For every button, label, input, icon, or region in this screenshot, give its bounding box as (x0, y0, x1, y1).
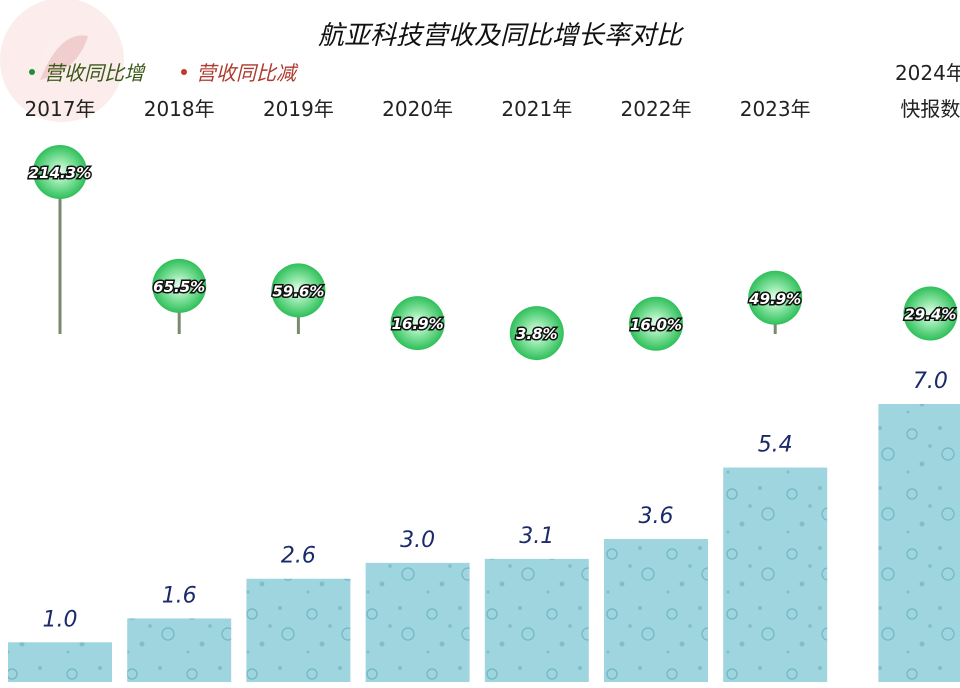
growth-rate-label: 16.0% (630, 316, 682, 334)
growth-rate-label: 3.8% (516, 325, 558, 343)
category-label: 2017年 (25, 97, 96, 121)
revenue-bar (127, 618, 232, 682)
category-label-line1: 2024年 (895, 61, 960, 85)
growth-rate-label: 29.4% (904, 306, 956, 324)
revenue-bar (723, 467, 828, 682)
legend-decrease-dot (181, 69, 187, 75)
revenue-bar (878, 404, 960, 682)
category-label: 2019年 (263, 97, 334, 121)
growth-rate-label: 59.6% (272, 282, 324, 300)
growth-bubble (903, 286, 958, 341)
growth-rate-label: 65.5% (153, 278, 205, 296)
revenue-bar-label: 1.0 (43, 607, 78, 632)
category-label: 快报数 (900, 97, 960, 121)
growth-rate-label: 49.9% (748, 290, 801, 308)
revenue-bar-label: 3.1 (519, 524, 554, 549)
growth-bubble (271, 263, 326, 318)
growth-bubbles: 214.3% 65.5% 59.6% 16.9% 3.8% 16.0% 49.9% 29.4% (27, 145, 958, 361)
category-label: 2018年 (144, 97, 215, 121)
revenue-bar-label: 1.6 (162, 583, 197, 608)
category-labels: 2017年 2018年 2019年 2020年 2021年 2022年 2023年 2024年… (25, 61, 960, 121)
category-label: 2023年 (740, 97, 811, 121)
legend-increase-dot (29, 69, 35, 75)
revenue-bar (246, 578, 351, 682)
revenue-bar (8, 642, 112, 682)
legend-increase-label: 营收同比增 (44, 61, 146, 85)
category-label: 2020年 (382, 97, 453, 121)
revenue-bar-label: 3.6 (639, 504, 674, 529)
growth-bubble (509, 306, 564, 361)
category-label: 2021年 (501, 97, 572, 121)
chart-title: 航亚科技营收及同比增长率对比 (318, 21, 684, 51)
growth-bubble (33, 145, 87, 199)
revenue-bars: 1.0 1.6 2.6 3.0 3.1 3.6 5.4 7.0 (8, 369, 960, 682)
growth-rate-label: 16.9% (392, 315, 444, 333)
revenue-bar-label: 5.4 (758, 433, 793, 458)
revenue-bar-label: 3.0 (400, 528, 435, 553)
growth-bubble (390, 296, 445, 351)
category-label: 2022年 (621, 97, 692, 121)
revenue-bar (484, 558, 589, 682)
growth-bubble (629, 296, 683, 351)
revenue-bar-label: 2.6 (281, 544, 316, 569)
growth-bubble (152, 258, 207, 313)
revenue-bar-label: 7.0 (913, 369, 948, 394)
growth-rate-label: 214.3% (29, 164, 91, 182)
legend-decrease-label: 营收同比减 (196, 61, 299, 85)
revenue-bar (604, 539, 708, 682)
revenue-bar (365, 562, 470, 682)
legend: 营收同比增 营收同比减 (29, 61, 299, 85)
growth-bubble (748, 270, 803, 325)
watermark-logo (0, 0, 124, 122)
